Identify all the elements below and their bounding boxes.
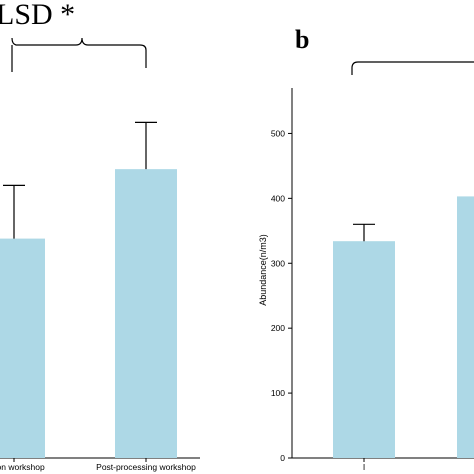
panel-a: LSD * ...sion workshop Post-processing wo… [0,0,200,472]
panel-b-y-tick-label-5: 500 [271,128,285,138]
panel-b-y-tick-label-3: 300 [271,258,285,268]
panel-a-bar-0 [0,238,45,458]
panel-b-y-tick-label-1: 100 [271,388,285,398]
panel-b-bar-1 [457,196,474,458]
panel-b-x-tick-label-0: I [363,462,365,472]
panel-a-significance-bracket [11,37,147,72]
panel-a-error-bar-1 [135,121,157,170]
panel-b-significance-bracket [351,61,474,75]
panel-b-bar-0 [333,241,395,458]
panel-b-error-bar-0 [353,223,375,242]
panel-a-error-bar-0 [3,184,25,239]
panel-b-label: b [295,25,309,54]
panel-a-bar-1 [115,169,177,458]
panel-a-x-tick-label-0: ...sion workshop [0,462,45,472]
panel-b-y-tick-label-2: 200 [271,323,285,333]
panel-b-y-tick-label-0: 0 [280,453,285,463]
panel-b: b 0 100 200 300 400 500 I Abundance(n/m3) [258,25,474,472]
panel-a-x-tick-label-1: Post-processing workshop [96,462,196,472]
panel-b-y-tick-label-4: 400 [271,193,285,203]
panel-a-title: LSD * [0,0,75,31]
panel-b-y-axis-label: Abundance(n/m3) [258,234,268,306]
